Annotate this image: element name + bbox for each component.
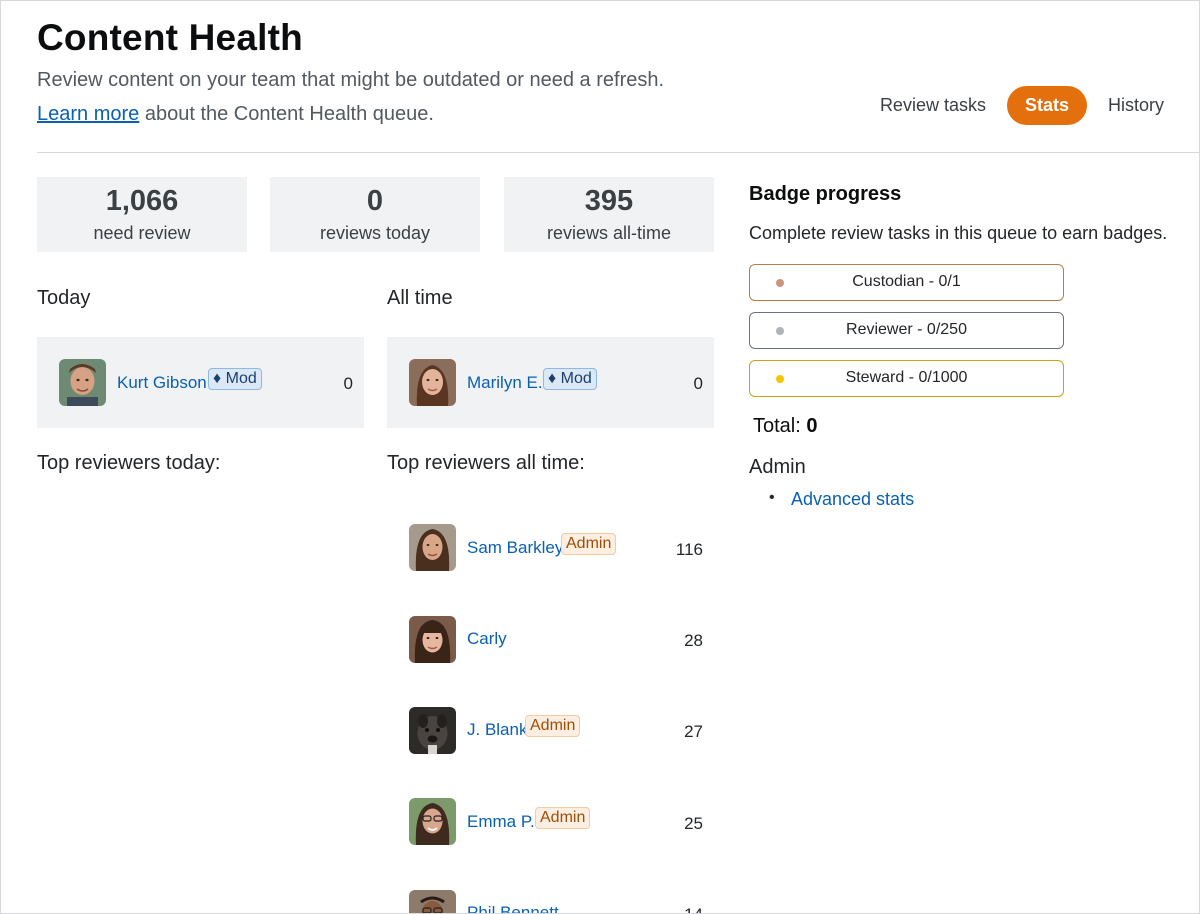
stat-value: 395	[584, 185, 634, 217]
tab-review-tasks[interactable]: Review tasks	[879, 95, 986, 115]
stat-need-review: 1,066 need review	[37, 177, 247, 252]
page-title: Content Health	[37, 17, 303, 58]
badge-reviewer[interactable]: Reviewer - 0/250	[749, 312, 1064, 349]
badge-label: Steward - 0/1000	[845, 369, 968, 386]
today-user-card: Kurt Gibson ♦ Mod 0	[37, 337, 364, 428]
stat-value: 0	[366, 185, 384, 217]
reviewer-count: 27	[684, 722, 703, 741]
badge-dot-icon	[776, 375, 784, 383]
admin-badge: Admin	[535, 807, 591, 829]
all-time-heading: All time	[387, 287, 453, 309]
today-heading: Today	[37, 287, 91, 309]
badge-label: Custodian - 0/1	[852, 273, 961, 290]
avatar[interactable]	[409, 798, 456, 845]
avatar[interactable]	[409, 707, 456, 754]
mod-badge: ♦ Mod	[543, 368, 597, 390]
badge-custodian[interactable]: Custodian - 0/1	[749, 264, 1064, 301]
reviewer-name[interactable]: Emma P.	[467, 812, 535, 831]
badge-total: Total: 0	[753, 415, 818, 438]
all-time-user-card: Marilyn E. ♦ Mod 0	[387, 337, 714, 428]
reviewer-name[interactable]: J. Blank	[467, 720, 528, 739]
bullet-icon: •	[769, 489, 775, 506]
learn-more-link[interactable]: Learn more	[37, 103, 140, 125]
badge-steward[interactable]: Steward - 0/1000	[749, 360, 1064, 397]
header-divider	[37, 152, 1199, 153]
stat-label: reviews all-time	[546, 223, 672, 243]
reviewer-name[interactable]: Carly	[467, 629, 507, 648]
queue-tabs: Review tasks Stats History	[865, 86, 1179, 125]
stat-reviews-all-time: 395 reviews all-time	[504, 177, 714, 252]
top-reviewers-all-time-heading: Top reviewers all time:	[387, 452, 585, 474]
tab-stats[interactable]: Stats	[1006, 86, 1087, 125]
avatar[interactable]	[409, 359, 456, 406]
reviewer-count: 25	[684, 814, 703, 833]
stat-label: reviews today	[319, 223, 431, 243]
reviewer-name[interactable]: Sam Barkley	[467, 538, 564, 557]
avatar[interactable]	[409, 890, 456, 913]
admin-badge: Admin	[561, 533, 617, 555]
reviewer-count: 28	[684, 631, 703, 650]
tab-history[interactable]: History	[1107, 95, 1164, 115]
admin-badge: Admin	[525, 715, 581, 737]
avatar[interactable]	[409, 616, 456, 663]
stat-value: 1,066	[105, 185, 179, 217]
admin-heading: Admin	[749, 456, 806, 478]
page-subtitle: Review content on your team that might b…	[37, 69, 665, 91]
reviewer-count: 14	[663, 905, 703, 913]
badge-label: Reviewer - 0/250	[846, 321, 967, 338]
today-user-count: 0	[343, 374, 353, 393]
all-time-user-name[interactable]: Marilyn E.	[467, 373, 543, 392]
learn-more-line: Learn more about the Content Health queu…	[37, 103, 434, 126]
top-reviewers-today-heading: Top reviewers today:	[37, 452, 221, 474]
all-time-user-count: 0	[693, 374, 703, 393]
learn-more-suffix: about the Content Health queue.	[139, 103, 434, 125]
badge-dot-icon	[776, 327, 784, 335]
total-label: Total:	[753, 415, 801, 437]
avatar[interactable]	[409, 524, 456, 571]
advanced-stats-link[interactable]: Advanced stats	[791, 489, 915, 509]
badge-progress-title: Badge progress	[749, 183, 902, 205]
badge-progress-description: Complete review tasks in this queue to e…	[749, 223, 1168, 243]
reviewer-name[interactable]: Phil Bennett	[467, 903, 559, 914]
stat-label: need review	[93, 223, 191, 243]
stat-reviews-today: 0 reviews today	[270, 177, 480, 252]
reviewer-count: 116	[675, 540, 703, 559]
mod-badge: ♦ Mod	[208, 368, 262, 390]
total-value: 0	[806, 415, 818, 437]
avatar[interactable]	[59, 359, 106, 406]
today-user-name[interactable]: Kurt Gibson	[117, 373, 207, 392]
badge-dot-icon	[776, 279, 784, 287]
